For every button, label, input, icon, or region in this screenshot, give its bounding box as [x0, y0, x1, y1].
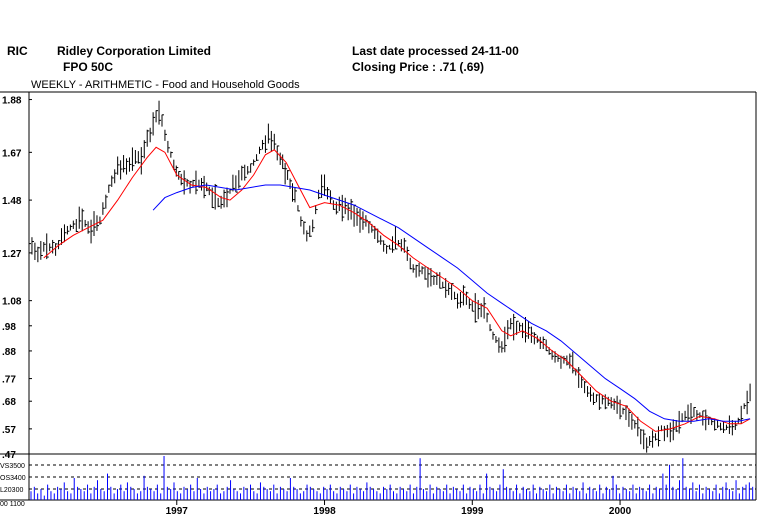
closing-price: Closing Price : .71 (.69) [352, 60, 485, 74]
volume-axis-label: VS3500 [0, 463, 25, 470]
security-type: FPO 50C [63, 60, 114, 74]
y-tick-label: .88 [2, 347, 16, 358]
moving-averages [43, 146, 751, 432]
y-tick-label: .77 [2, 375, 16, 386]
y-tick-label: .98 [2, 322, 16, 333]
volume-axis-label: 00 1100 [0, 501, 25, 508]
y-tick-label: .68 [2, 397, 16, 408]
y-tick-label: .57 [2, 425, 16, 436]
x-tick-label: 2000 [609, 506, 632, 517]
company-name: Ridley Corporation Limited [57, 44, 212, 58]
x-tick-label: 1998 [313, 506, 336, 517]
short-moving-average-line [43, 146, 751, 432]
stock-code: RIC [7, 44, 28, 58]
chart-frame [0, 91, 757, 501]
y-tick-label: 1.48 [2, 196, 22, 207]
y-tick-label: 1.67 [2, 148, 22, 159]
price-bars [28, 100, 751, 453]
y-tick-label: 1.27 [2, 249, 22, 260]
y-axis: 1.88 1.67 1.48 1.27 1.08 .98 .88 .77 .68 .57 .47 [2, 96, 32, 461]
volume-panel: VS3500 OS3400 L20300 00 1100 [0, 456, 756, 508]
x-axis: 1997 1998 1999 2000 [166, 500, 632, 517]
long-moving-average-line [152, 184, 751, 422]
volume-axis-label: L20300 [0, 487, 23, 494]
chart-subtitle: WEEKLY - ARITHMETIC - Food and Household… [31, 79, 300, 91]
y-tick-label: .47 [2, 450, 16, 461]
y-tick-label: 1.88 [2, 96, 22, 107]
x-tick-label: 1999 [461, 506, 484, 517]
x-tick-label: 1997 [166, 506, 189, 517]
y-tick-label: 1.08 [2, 297, 22, 308]
last-date-processed: Last date processed 24-11-00 [352, 44, 519, 58]
volume-axis-label: OS3400 [0, 475, 26, 482]
